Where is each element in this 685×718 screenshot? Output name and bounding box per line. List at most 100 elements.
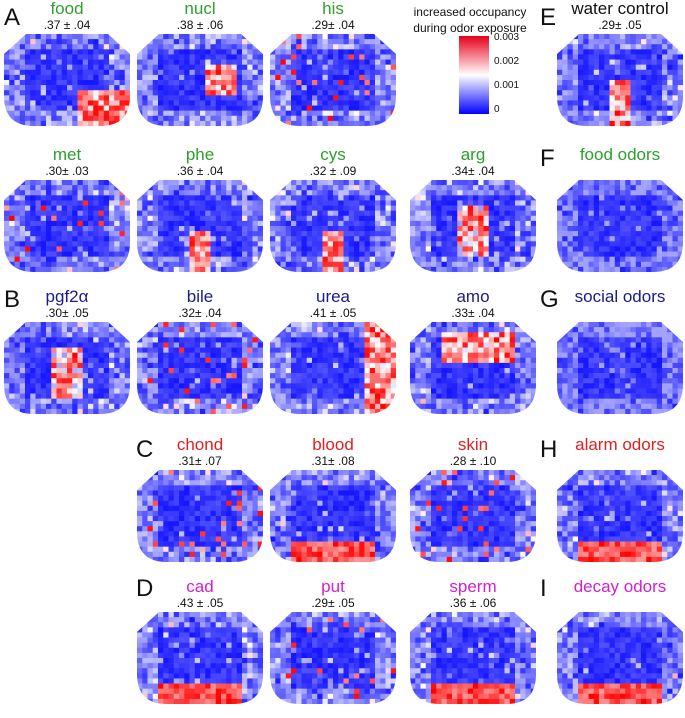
heatmap-cell <box>158 256 164 263</box>
heatmap-cell <box>436 261 442 268</box>
heatmap-cell <box>338 231 344 237</box>
heatmap-cell <box>252 54 259 60</box>
heatmap-cell <box>179 220 185 227</box>
heatmap-cell <box>163 347 169 353</box>
heatmap-cell <box>317 80 323 86</box>
heatmap-cell <box>462 236 469 242</box>
heatmap-cell <box>390 69 396 76</box>
heatmap-cell <box>137 215 143 222</box>
heatmap-cell <box>343 241 350 247</box>
heatmap-cell <box>354 342 360 348</box>
heatmap-cell <box>515 226 521 232</box>
heatmap-cell <box>478 236 484 242</box>
heatmap-cell <box>231 90 238 96</box>
heatmap-cell <box>30 261 36 268</box>
heatmap-cell <box>61 373 68 379</box>
heatmap-cell <box>296 190 302 196</box>
heatmap-cell <box>578 110 584 117</box>
heatmap-cell <box>109 398 115 405</box>
heatmap-cell <box>354 195 360 201</box>
heatmap-cell <box>119 44 126 50</box>
heatmap-cell <box>380 256 386 263</box>
heatmap-cell <box>109 120 115 126</box>
heatmap-cell <box>51 54 57 60</box>
heatmap-cell <box>446 251 453 257</box>
heatmap-cell <box>236 74 243 81</box>
heatmap-cell <box>567 39 574 45</box>
heatmap-cell <box>306 190 313 196</box>
heatmap-cell <box>291 327 297 333</box>
heatmap-cell <box>77 337 84 343</box>
heatmap-cell <box>168 251 175 257</box>
heatmap-cell <box>242 74 248 81</box>
heatmap-cell <box>583 85 589 91</box>
heatmap-cell <box>168 115 175 122</box>
heatmap-cell <box>599 105 605 111</box>
heatmap-cell <box>385 195 392 201</box>
heatmap-cell <box>40 246 47 252</box>
heatmap-cell <box>61 322 68 328</box>
heatmap-cell <box>270 327 276 333</box>
heatmap-cell <box>488 195 495 201</box>
heatmap-cell <box>359 105 365 111</box>
heatmap-cell <box>109 90 115 96</box>
heatmap-cell <box>152 251 159 257</box>
heatmap-cell <box>322 241 329 247</box>
heatmap-cell <box>205 115 211 122</box>
heatmap-cell <box>327 90 334 96</box>
heatmap-cell <box>656 44 663 50</box>
heatmap-cell <box>567 215 574 222</box>
heatmap-cell <box>61 205 68 211</box>
heatmap-cell <box>291 266 297 272</box>
heatmap-cell <box>200 210 206 217</box>
heatmap-cell <box>562 44 568 50</box>
heatmap-cell <box>9 39 15 45</box>
heatmap-cell <box>583 226 589 232</box>
heatmap-cell <box>380 231 386 237</box>
heatmap-cell <box>257 105 263 111</box>
heatmap-cell <box>557 215 563 222</box>
heatmap-cell <box>478 200 484 206</box>
heatmap-cell <box>446 220 453 227</box>
heatmap-cell <box>236 115 243 122</box>
heatmap-cell <box>77 241 84 247</box>
heatmap-cell <box>4 210 10 217</box>
heatmap-cell <box>19 261 26 268</box>
heatmap-cell <box>124 185 130 191</box>
heatmap-cell <box>35 342 42 348</box>
heatmap-cell <box>215 100 222 106</box>
heatmap-cell <box>270 332 276 338</box>
heatmap-cell <box>614 226 621 232</box>
heatmap-cell <box>462 185 469 191</box>
heatmap-cell <box>51 266 57 272</box>
heatmap-cell <box>142 261 148 268</box>
heatmap-cell <box>252 49 259 55</box>
heatmap-cell <box>364 261 371 268</box>
heatmap-cell <box>93 352 99 359</box>
heatmap-cell <box>194 74 201 81</box>
heatmap-cell <box>662 59 668 65</box>
heatmap-cell <box>275 357 281 364</box>
heatmap-cell <box>109 241 115 247</box>
heatmap-cell <box>252 205 259 211</box>
heatmap-cell <box>19 373 26 379</box>
heatmap-cell <box>425 261 432 268</box>
heatmap-cell <box>359 120 365 126</box>
heatmap-cell <box>4 231 10 237</box>
heatmap-cell <box>109 49 115 55</box>
heatmap-cell <box>369 190 376 196</box>
heatmap-cell <box>14 34 21 40</box>
heatmap-cell <box>35 64 42 71</box>
heatmap-cell <box>137 362 143 369</box>
heatmap-cell <box>242 266 248 272</box>
heatmap-cell <box>641 80 647 86</box>
heatmap-cell <box>205 383 211 389</box>
heatmap-cell <box>200 110 206 117</box>
heatmap-cell <box>478 256 484 263</box>
heatmap-cell <box>56 95 63 101</box>
heatmap-cell <box>390 236 396 242</box>
heatmap-cell <box>56 220 63 227</box>
heatmap-cell <box>567 80 574 86</box>
heatmap-cell <box>494 251 500 257</box>
heatmap-cell <box>200 322 206 328</box>
